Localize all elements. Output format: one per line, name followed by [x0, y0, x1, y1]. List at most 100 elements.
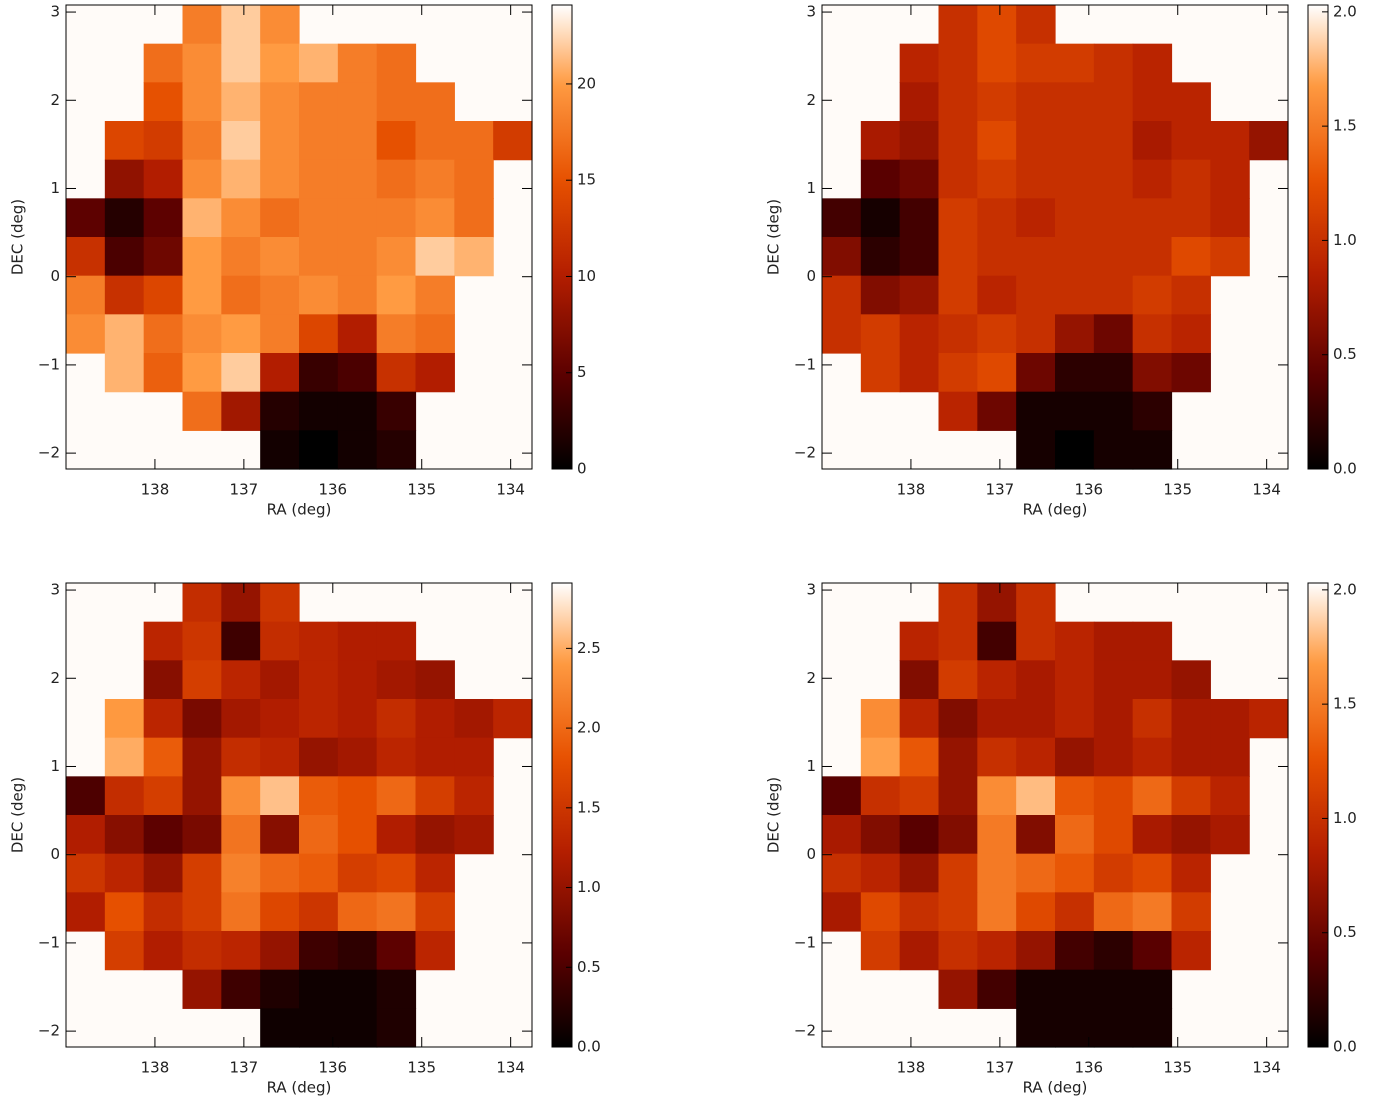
- heatmap-cell: [299, 275, 339, 315]
- heatmap-cell: [415, 275, 455, 315]
- heatmap-cell: [977, 969, 1017, 1009]
- colorbar-tick-label: 0.0: [1333, 1038, 1357, 1056]
- x-tick-label: 137: [230, 1059, 259, 1077]
- plot-frame: [65, 582, 533, 1048]
- heatmap-cell: [1093, 353, 1134, 393]
- x-tick-label: 134: [1252, 1059, 1281, 1077]
- heatmap-cell: [1132, 275, 1173, 315]
- heatmap-cell: [822, 853, 862, 893]
- panel: 138 137 136 135 134 −2 −1 0 1 2 3 RA (deg) DEC (deg)…: [765, 2, 1357, 518]
- heatmap-cell: [182, 660, 222, 700]
- heatmap-cell: [938, 314, 978, 354]
- heatmap-cell: [1055, 853, 1095, 893]
- x-axis-label: RA (deg): [1023, 501, 1088, 519]
- heatmap-cell: [977, 699, 1017, 739]
- colorbar: [1307, 582, 1329, 1048]
- heatmap-cell: [260, 660, 300, 700]
- heatmap-cell: [221, 853, 261, 893]
- heatmap-cell: [977, 5, 1017, 45]
- heatmap-cell: [182, 892, 222, 932]
- heatmap-cell: [260, 776, 300, 816]
- heatmap-cell: [182, 391, 222, 431]
- heatmap-cell: [66, 776, 106, 816]
- heatmap-cell: [143, 853, 184, 893]
- plot-frame: [65, 4, 533, 470]
- heatmap-cell: [1210, 815, 1250, 855]
- heatmap-cell: [104, 737, 145, 777]
- heatmap-cell: [977, 583, 1017, 623]
- heatmap-cell: [182, 314, 222, 354]
- heatmap-cell: [493, 699, 533, 739]
- heatmap-cell: [337, 198, 378, 238]
- x-tick-label: 138: [141, 481, 170, 499]
- heatmap-cell: [1093, 969, 1134, 1009]
- heatmap-cell: [1055, 892, 1095, 932]
- y-axis-label: DEC (deg): [9, 199, 27, 275]
- y-tick-label: 1: [806, 757, 816, 775]
- heatmap-cell: [221, 583, 261, 623]
- heatmap-cell: [1093, 621, 1134, 661]
- heatmap-cell: [1055, 1008, 1095, 1048]
- heatmap-cell: [938, 776, 978, 816]
- heatmap-cell: [977, 198, 1017, 238]
- heatmap-cell: [1093, 853, 1134, 893]
- y-tick-label: 1: [806, 179, 816, 197]
- y-tick-label: 3: [806, 581, 816, 599]
- heatmap-cell: [1249, 121, 1289, 161]
- heatmap-cell: [938, 892, 978, 932]
- heatmap-cell: [337, 931, 378, 971]
- heatmap-cell: [822, 198, 862, 238]
- heatmap-cell: [415, 121, 455, 161]
- heatmap-cell: [977, 159, 1017, 199]
- heatmap-cell: [260, 198, 300, 238]
- heatmap-cell: [899, 198, 940, 238]
- heatmap-cell: [260, 391, 300, 431]
- heatmap-cell: [822, 275, 862, 315]
- heatmap-cell: [143, 892, 184, 932]
- heatmap-cell: [1210, 121, 1250, 161]
- heatmap-cell: [221, 353, 261, 393]
- colorbar-tick-label: 0.0: [1333, 460, 1357, 478]
- heatmap-cell: [1016, 237, 1056, 277]
- heatmap-cell: [899, 621, 940, 661]
- heatmap-cell: [221, 5, 261, 45]
- heatmap-cell: [221, 815, 261, 855]
- colorbar-tick-label: 1.0: [1333, 809, 1357, 827]
- y-tick-label: 0: [50, 845, 60, 863]
- x-tick-label: 137: [986, 1059, 1015, 1077]
- heatmap-cell: [299, 198, 339, 238]
- heatmap-cell: [415, 892, 455, 932]
- heatmap-cell: [1093, 391, 1134, 431]
- colorbar: [551, 582, 573, 1048]
- panel: 138 137 136 135 134 −2 −1 0 1 2 3 RA (deg) DEC (deg)…: [9, 581, 601, 1097]
- heatmap-cell: [260, 159, 300, 199]
- colorbar-tick-label: 1.5: [1333, 117, 1357, 135]
- heatmap-cell: [899, 660, 940, 700]
- y-tick-label: −1: [794, 933, 816, 951]
- heatmap-cell: [376, 1008, 417, 1048]
- heatmap-cell: [299, 314, 339, 354]
- heatmap-cell: [860, 159, 901, 199]
- heatmap-cell: [104, 198, 145, 238]
- heatmap-cell: [938, 159, 978, 199]
- heatmap-cell: [376, 699, 417, 739]
- heatmap-cell: [221, 969, 261, 1009]
- heatmap-cell: [977, 853, 1017, 893]
- heatmap-cell: [1093, 660, 1134, 700]
- heatmap-cell: [1093, 737, 1134, 777]
- heatmap-cell: [337, 43, 378, 83]
- heatmap-cell: [260, 621, 300, 661]
- heatmap-cell: [1016, 121, 1056, 161]
- heatmap-cell: [1055, 815, 1095, 855]
- heatmap-cell: [182, 621, 222, 661]
- y-axis-label: DEC (deg): [765, 199, 783, 275]
- heatmap-cell: [1055, 391, 1095, 431]
- heatmap-cell: [66, 275, 106, 315]
- heatmap-cell: [415, 237, 455, 277]
- heatmap-cell: [337, 621, 378, 661]
- y-tick-label: 0: [50, 267, 60, 285]
- heatmap-cell: [1093, 314, 1134, 354]
- heatmap-cell: [1093, 892, 1134, 932]
- heatmap-cell: [182, 237, 222, 277]
- heatmap-cell: [1171, 198, 1211, 238]
